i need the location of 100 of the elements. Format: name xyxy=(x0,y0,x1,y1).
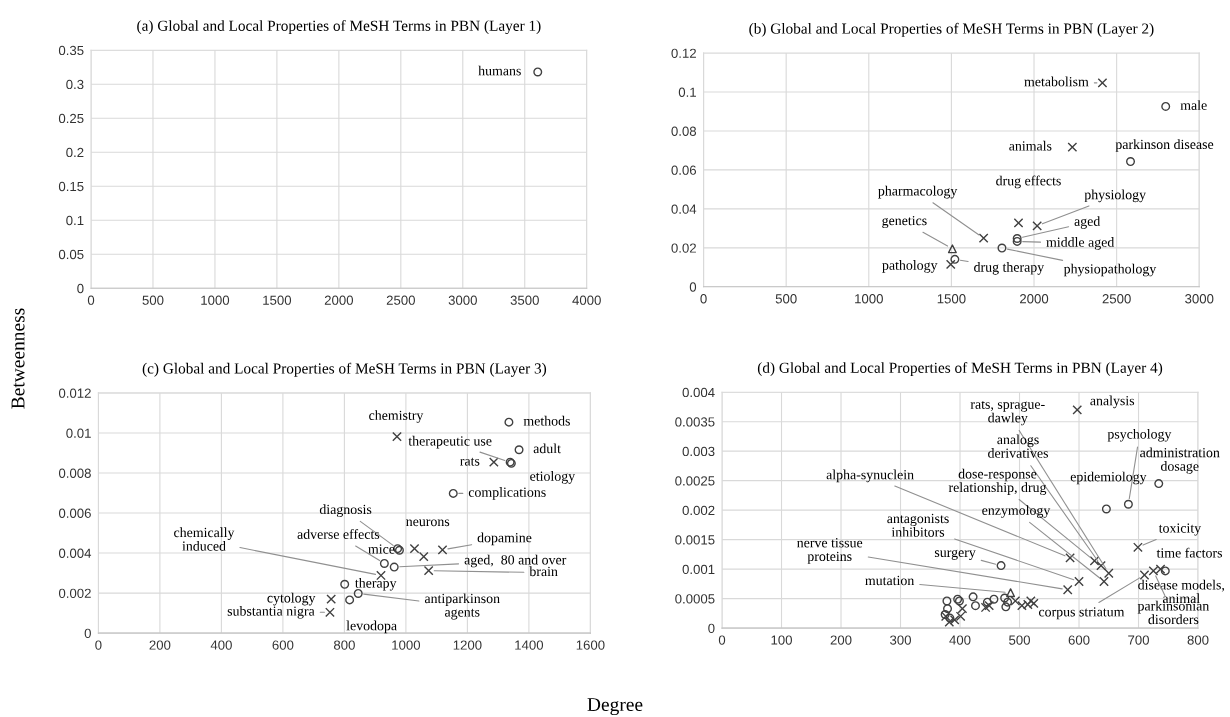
x-tick-label: 2000 xyxy=(1020,294,1049,304)
annotation: levodopa xyxy=(346,620,397,634)
annotation: parkinson disease xyxy=(1115,139,1214,152)
x-tick-label: 1000 xyxy=(855,294,883,304)
annotation: physiopathology xyxy=(1063,263,1157,277)
y-tick-label: 0.002 xyxy=(58,588,91,598)
annotation: physiology xyxy=(1084,189,1146,203)
y-tick-label: 0.002 xyxy=(682,505,715,516)
annotation: drug effects xyxy=(996,175,1061,189)
x-tick-label: 1600 xyxy=(576,640,605,650)
x-tick-label: 400 xyxy=(949,635,971,645)
annotation: therapeutic use xyxy=(408,435,492,449)
y-tick-label: 0.1 xyxy=(678,87,696,97)
annotation: enzymology xyxy=(982,505,1051,518)
chart-title: (c) Global and Local Properties of MeSH Terms in PBN (Layer 3) xyxy=(142,362,547,377)
y-tick-label: 0.1 xyxy=(66,215,84,226)
annotation: surgery xyxy=(934,549,976,560)
y-tick-label: 0.0035 xyxy=(675,417,715,427)
x-tick-label: 0 xyxy=(718,635,726,645)
annotation: rats, sprague- dawley xyxy=(970,400,1045,426)
annotation: aged xyxy=(1074,216,1101,229)
y-tick-label: 0.012 xyxy=(58,388,91,398)
y-tick-label: 0 xyxy=(689,282,697,292)
x-tick-label: 1000 xyxy=(201,295,230,305)
y-tick-label: 0.008 xyxy=(58,468,91,478)
y-tick-label: 0.12 xyxy=(671,48,696,58)
y-tick-label: 0.3 xyxy=(66,79,84,90)
annotation: dose-response relationship, drug xyxy=(948,468,1047,495)
x-tick-label: 1500 xyxy=(263,295,292,305)
x-tick-label: 3000 xyxy=(448,295,477,305)
annotation: mutation xyxy=(865,575,915,586)
y-tick-label: 0.004 xyxy=(58,548,92,558)
x-tick-label: 3000 xyxy=(1185,294,1214,304)
y-tick-label: 0.35 xyxy=(58,45,84,56)
annotation: psychology xyxy=(1107,428,1172,442)
x-tick-label: 1000 xyxy=(392,640,421,650)
annotation: therapy xyxy=(355,577,397,591)
x-tick-label: 600 xyxy=(272,640,294,650)
annotation: cytology xyxy=(267,592,316,606)
y-tick-label: 0.2 xyxy=(66,147,84,158)
annotation: animals xyxy=(1009,140,1052,151)
chart-title: (d) Global and Local Properties of MeSH Terms in PBN (Layer 4) xyxy=(757,362,1163,377)
x-tick-label: 2500 xyxy=(1102,294,1131,304)
y-tick-label: 0.006 xyxy=(58,508,91,518)
y-tick-label: 0.004 xyxy=(682,387,715,398)
annotation: pathology xyxy=(882,260,938,273)
x-tick-label: 100 xyxy=(771,635,792,645)
annotation: chemically induced xyxy=(174,527,235,551)
x-tick-label: 4000 xyxy=(572,295,601,305)
y-tick-label: 0 xyxy=(77,283,84,294)
annotation: drug therapy xyxy=(974,262,1045,275)
annotation: adult xyxy=(533,443,561,454)
y-tick-label: 0.25 xyxy=(58,113,84,124)
annotation: chemistry xyxy=(369,410,424,423)
annotation: nerve tissue proteins xyxy=(797,538,863,564)
annotation: genetics xyxy=(882,215,927,229)
x-tick-label: 400 xyxy=(210,640,232,650)
annotation: time factors xyxy=(1156,547,1222,558)
y-axis-title: Betweenness xyxy=(11,308,25,409)
annotation: epidemiology xyxy=(1070,471,1147,485)
y-tick-label: 0.05 xyxy=(58,249,84,260)
annotation: methods xyxy=(523,415,570,426)
annotation: corpus striatum xyxy=(1038,607,1125,620)
x-tick-label: 500 xyxy=(775,294,797,304)
x-tick-label: 200 xyxy=(830,635,852,645)
annotation: administration dosage xyxy=(1140,447,1220,474)
annotation: toxicity xyxy=(1158,523,1202,536)
y-tick-label: 0 xyxy=(708,623,715,633)
annotation: male xyxy=(1180,100,1207,110)
y-tick-label: 0.001 xyxy=(682,564,715,575)
y-tick-label: 0.003 xyxy=(682,446,715,457)
y-tick-label: 0.0005 xyxy=(675,594,715,604)
x-tick-label: 500 xyxy=(1009,635,1031,645)
chart-title: (a) Global and Local Properties of MeSH Terms in PBN (Layer 1) xyxy=(137,19,541,35)
x-axis-title: Degree xyxy=(587,698,643,716)
x-tick-label: 2500 xyxy=(386,295,415,305)
y-tick-label: 0.0025 xyxy=(675,476,715,486)
annotation: analysis xyxy=(1090,395,1135,409)
annotation: substantia nigra xyxy=(227,605,315,619)
x-tick-label: 700 xyxy=(1128,635,1150,645)
x-tick-label: 300 xyxy=(890,635,912,645)
annotation: etiology xyxy=(530,471,576,484)
annotation: dopamine xyxy=(477,532,532,546)
annotation: adverse effects xyxy=(297,529,380,539)
annotation: alpha-synuclein xyxy=(826,469,914,483)
x-tick-label: 600 xyxy=(1068,635,1090,645)
x-tick-label: 1500 xyxy=(937,294,966,304)
x-tick-label: 0 xyxy=(95,640,102,650)
x-tick-label: 200 xyxy=(149,640,171,650)
x-tick-label: 800 xyxy=(333,640,355,650)
annotation: diagnosis xyxy=(319,504,372,517)
y-tick-label: 0.08 xyxy=(671,126,697,136)
x-tick-label: 1400 xyxy=(515,640,544,650)
annotation: metabolism xyxy=(1024,76,1089,87)
annotation: brain xyxy=(529,566,558,577)
annotation: antiparkinson agents xyxy=(424,593,500,620)
x-tick-label: 500 xyxy=(142,295,164,305)
annotation: neurons xyxy=(406,519,450,527)
y-tick-label: 0.02 xyxy=(671,243,696,253)
annotation: middle aged xyxy=(1046,237,1115,250)
